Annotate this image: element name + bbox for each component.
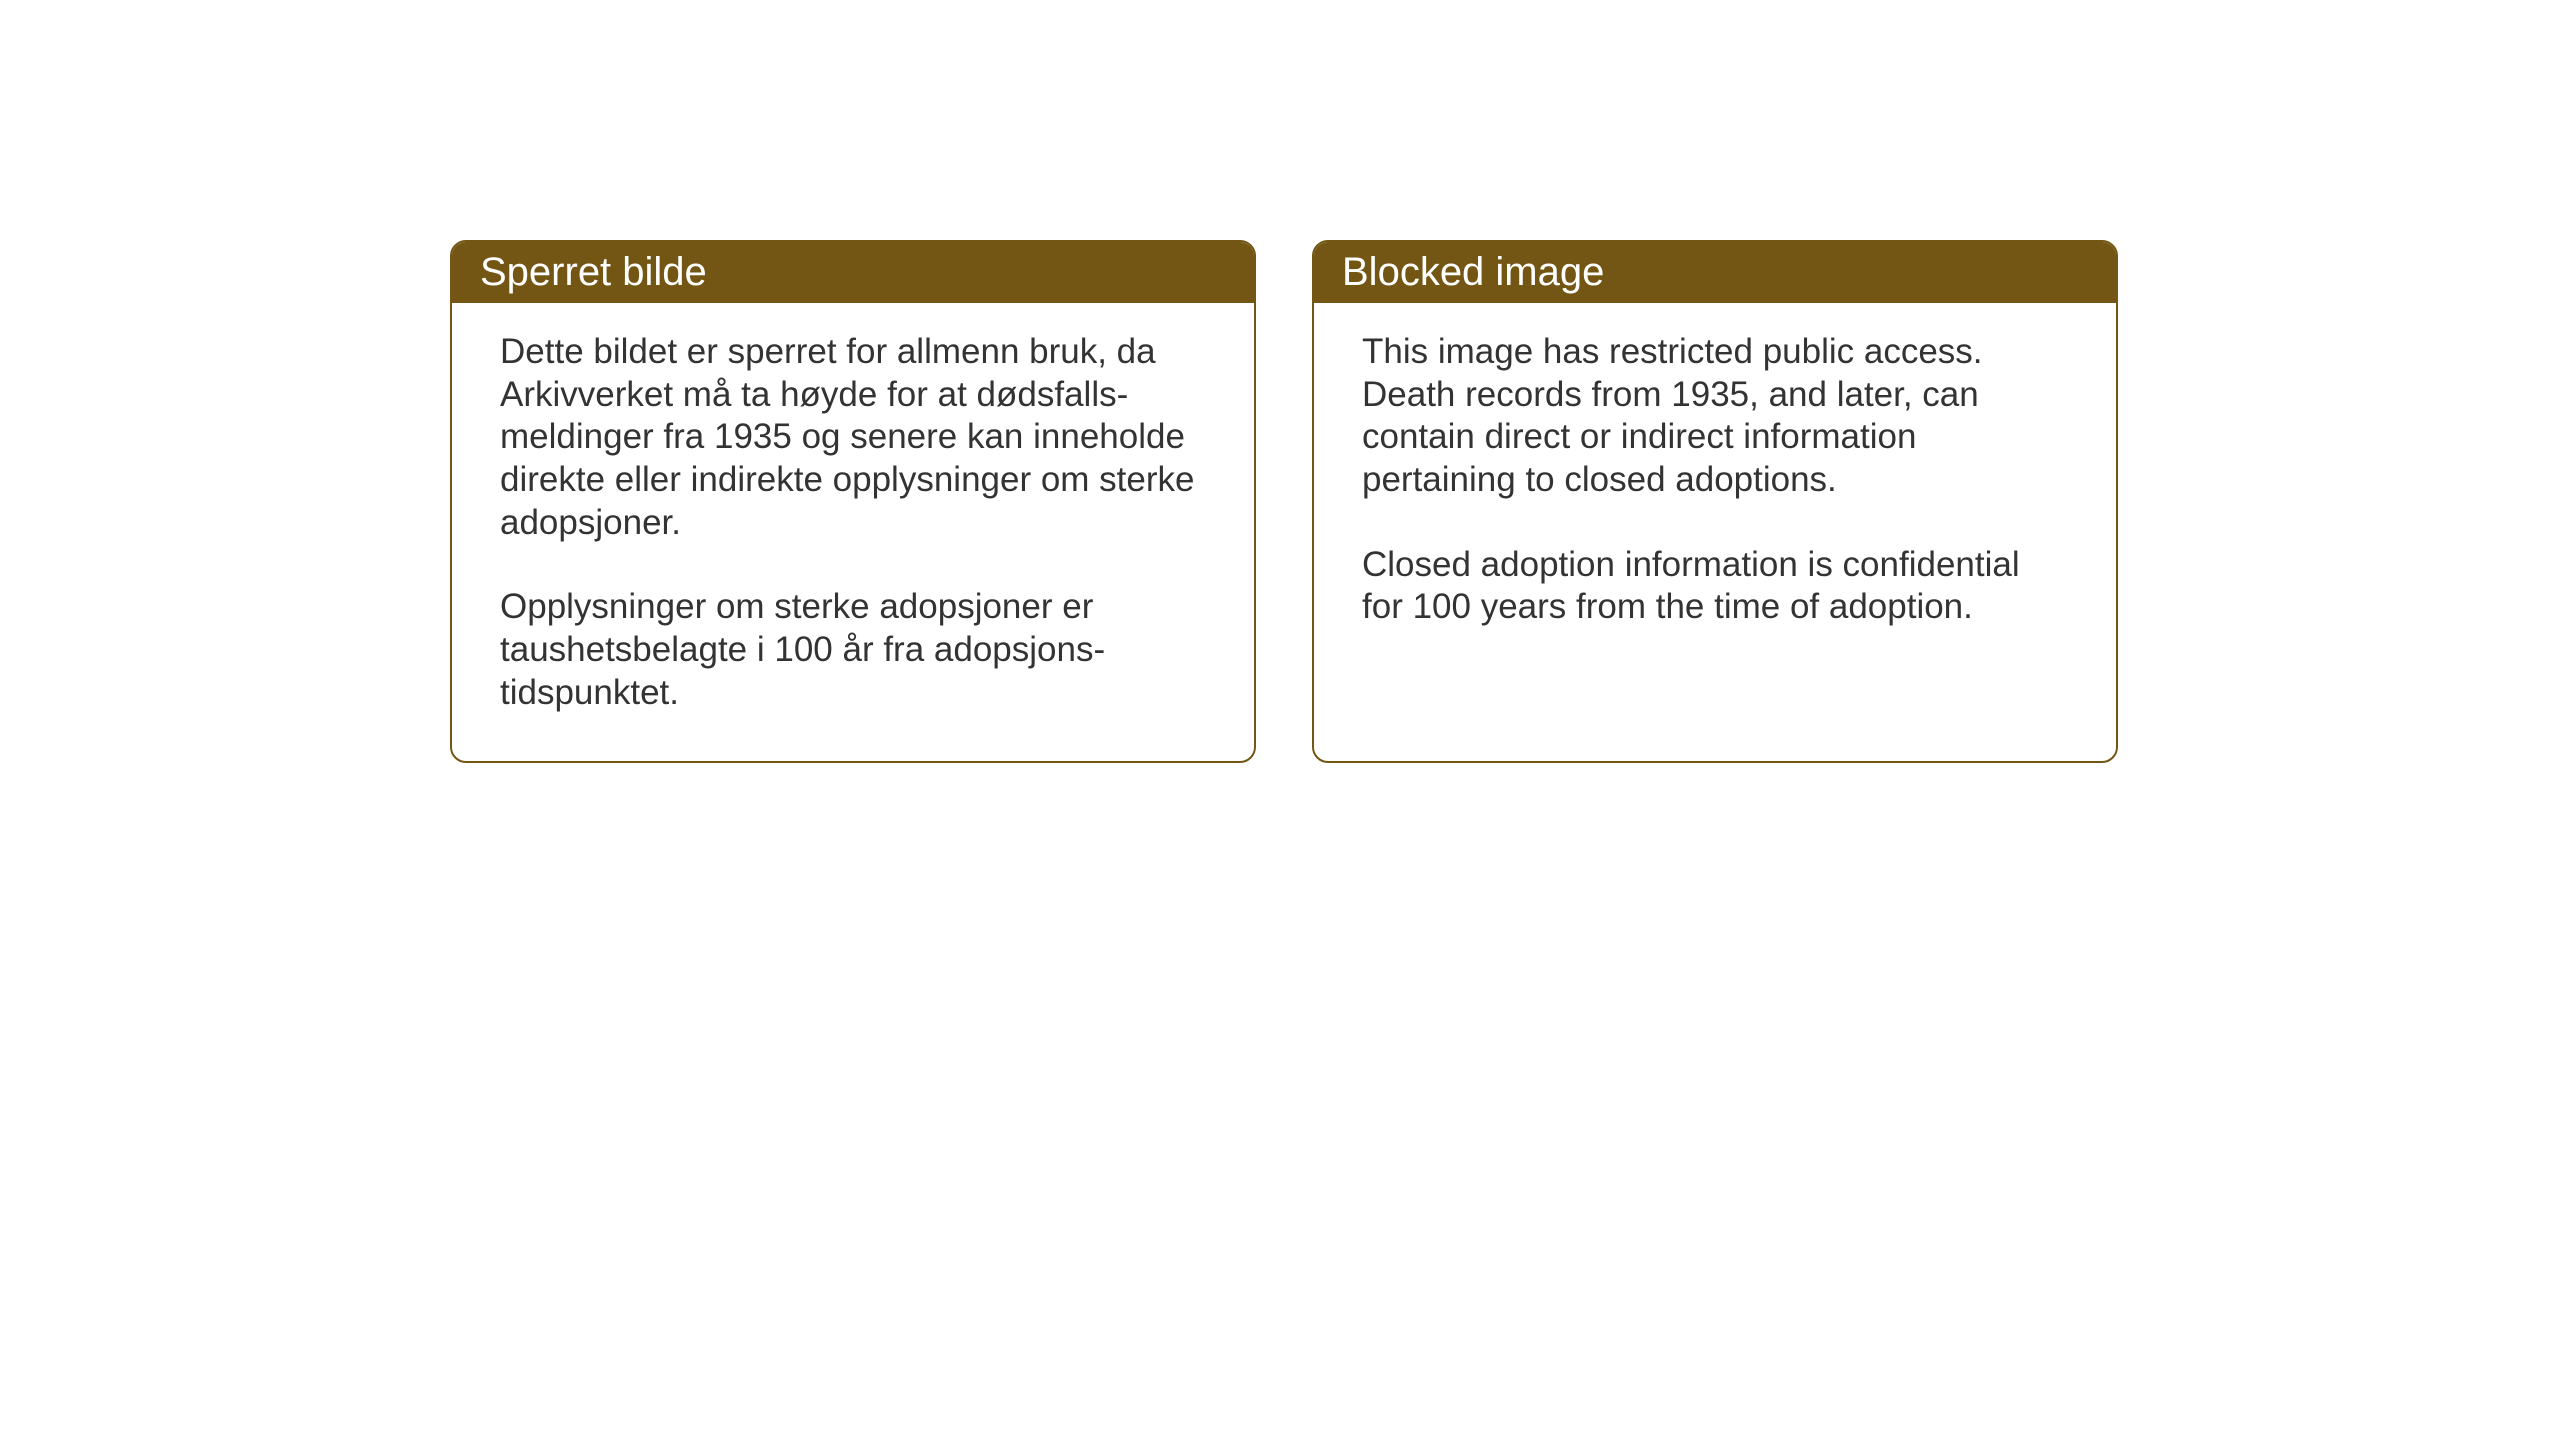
card-paragraph-1-english: This image has restricted public access.… [1362,331,2068,502]
card-title-norwegian: Sperret bilde [480,250,707,294]
card-body-english: This image has restricted public access.… [1314,303,2116,675]
card-paragraph-1-norwegian: Dette bildet er sperret for allmenn bruk… [500,331,1206,544]
card-header-english: Blocked image [1314,242,2116,303]
notice-card-norwegian: Sperret bilde Dette bildet er sperret fo… [450,240,1256,763]
card-header-norwegian: Sperret bilde [452,242,1254,303]
card-paragraph-2-english: Closed adoption information is confident… [1362,544,2068,629]
card-paragraph-2-norwegian: Opplysninger om sterke adopsjoner er tau… [500,586,1206,714]
notice-container: Sperret bilde Dette bildet er sperret fo… [450,240,2118,763]
card-body-norwegian: Dette bildet er sperret for allmenn bruk… [452,303,1254,761]
notice-card-english: Blocked image This image has restricted … [1312,240,2118,763]
card-title-english: Blocked image [1342,250,1604,294]
